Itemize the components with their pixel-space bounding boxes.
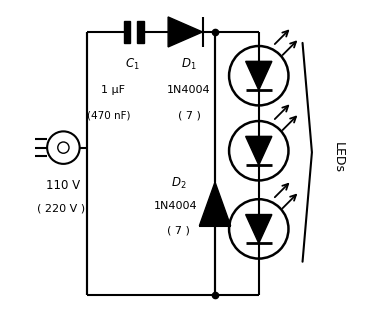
Polygon shape bbox=[138, 21, 144, 43]
Polygon shape bbox=[245, 136, 272, 165]
Text: 110 V: 110 V bbox=[46, 179, 81, 192]
Text: $D_1$: $D_1$ bbox=[180, 57, 196, 72]
Polygon shape bbox=[245, 61, 272, 90]
Text: (470 nF): (470 nF) bbox=[87, 110, 130, 120]
Text: $D_2$: $D_2$ bbox=[171, 176, 187, 191]
Text: 1 μF: 1 μF bbox=[101, 85, 125, 95]
Text: $C_1$: $C_1$ bbox=[125, 57, 139, 72]
Text: LEDs: LEDs bbox=[332, 142, 345, 172]
Text: ( 7 ): ( 7 ) bbox=[167, 226, 190, 236]
Text: ( 220 V ): ( 220 V ) bbox=[37, 204, 85, 214]
Polygon shape bbox=[168, 17, 203, 47]
Polygon shape bbox=[245, 214, 272, 243]
Polygon shape bbox=[200, 182, 231, 226]
Text: 1N4004: 1N4004 bbox=[154, 201, 198, 211]
Text: 1N4004: 1N4004 bbox=[167, 85, 211, 95]
Polygon shape bbox=[124, 21, 130, 43]
Text: ( 7 ): ( 7 ) bbox=[177, 110, 201, 120]
